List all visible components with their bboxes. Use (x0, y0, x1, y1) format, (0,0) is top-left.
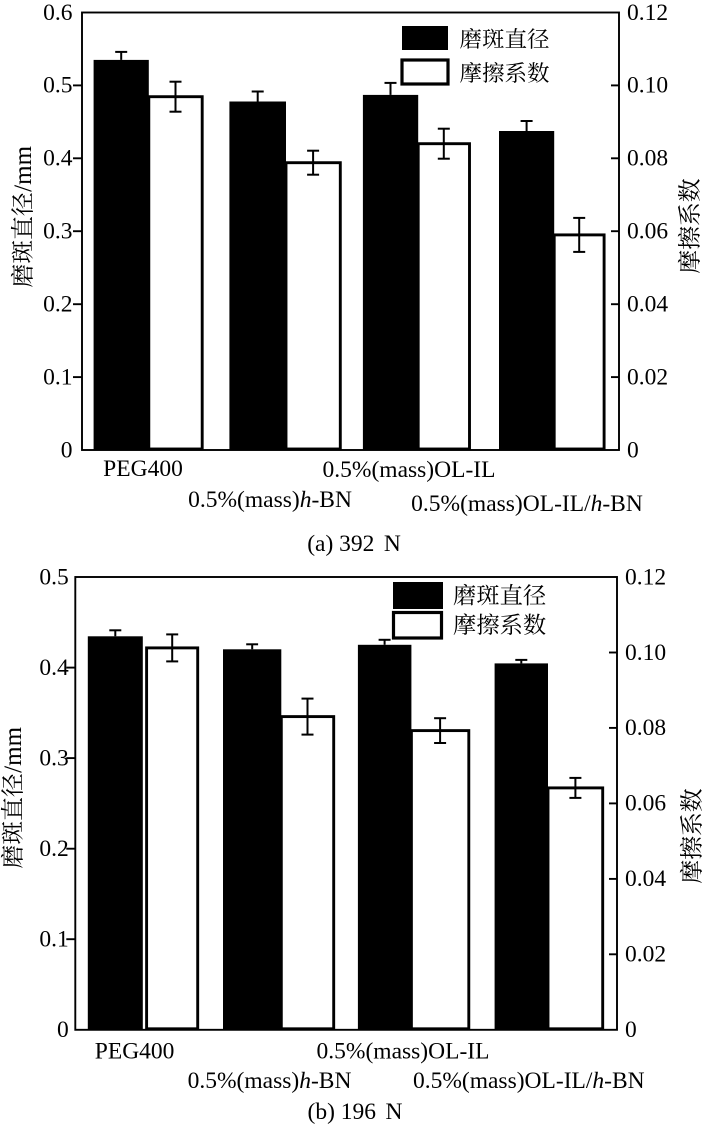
svg-text:0.04: 0.04 (625, 866, 666, 892)
svg-text:0.5%(mass)OL-IL/h-BN: 0.5%(mass)OL-IL/h-BN (413, 1068, 645, 1094)
svg-text:0.6: 0.6 (43, 0, 73, 26)
svg-text:0.5%(mass)OL-IL: 0.5%(mass)OL-IL (317, 1039, 490, 1065)
svg-text:0.5: 0.5 (39, 564, 68, 590)
svg-text:0.5%(mass)OL-IL: 0.5%(mass)OL-IL (323, 457, 496, 483)
svg-text:0.10: 0.10 (625, 640, 666, 666)
svg-text:PEG400: PEG400 (95, 1039, 175, 1065)
svg-text:0.02: 0.02 (627, 364, 668, 390)
svg-text:0.2: 0.2 (39, 836, 68, 862)
svg-text:0.12: 0.12 (627, 0, 668, 26)
svg-text:0.5%(mass)h-BN: 0.5%(mass)h-BN (188, 1068, 352, 1094)
svg-text:0.02: 0.02 (625, 942, 666, 968)
svg-text:0.3: 0.3 (39, 745, 68, 771)
svg-text:0.5%(mass)h-BN: 0.5%(mass)h-BN (188, 487, 352, 513)
svg-text:0.08: 0.08 (625, 715, 666, 741)
svg-text:0: 0 (627, 437, 639, 463)
svg-text:0: 0 (625, 1017, 637, 1043)
svg-text:/mm: /mm (0, 726, 27, 772)
svg-text:0.06: 0.06 (627, 219, 668, 245)
svg-text:0: 0 (57, 1017, 69, 1043)
svg-text:PEG400: PEG400 (103, 456, 183, 482)
svg-text:0.4: 0.4 (43, 146, 73, 172)
svg-text:0.06: 0.06 (625, 791, 666, 817)
svg-text:0.1: 0.1 (43, 364, 72, 390)
svg-text:0.5%(mass)OL-IL/h-BN: 0.5%(mass)OL-IL/h-BN (411, 491, 643, 517)
svg-text:0.04: 0.04 (627, 292, 668, 318)
svg-text:(b) 196 N: (b) 196 N (308, 1099, 403, 1125)
svg-text:0.12: 0.12 (625, 564, 666, 590)
svg-text:0.2: 0.2 (43, 292, 72, 318)
svg-text:0.08: 0.08 (627, 146, 668, 172)
svg-text:0.3: 0.3 (43, 219, 72, 245)
svg-text:0.1: 0.1 (39, 927, 68, 953)
svg-text:/mm: /mm (10, 145, 37, 191)
svg-text:0: 0 (61, 437, 73, 463)
svg-text:0.5: 0.5 (43, 73, 72, 99)
svg-text:0.4: 0.4 (39, 655, 69, 681)
svg-text:(a) 392 N: (a) 392 N (307, 531, 401, 557)
svg-text:0.10: 0.10 (627, 73, 668, 99)
